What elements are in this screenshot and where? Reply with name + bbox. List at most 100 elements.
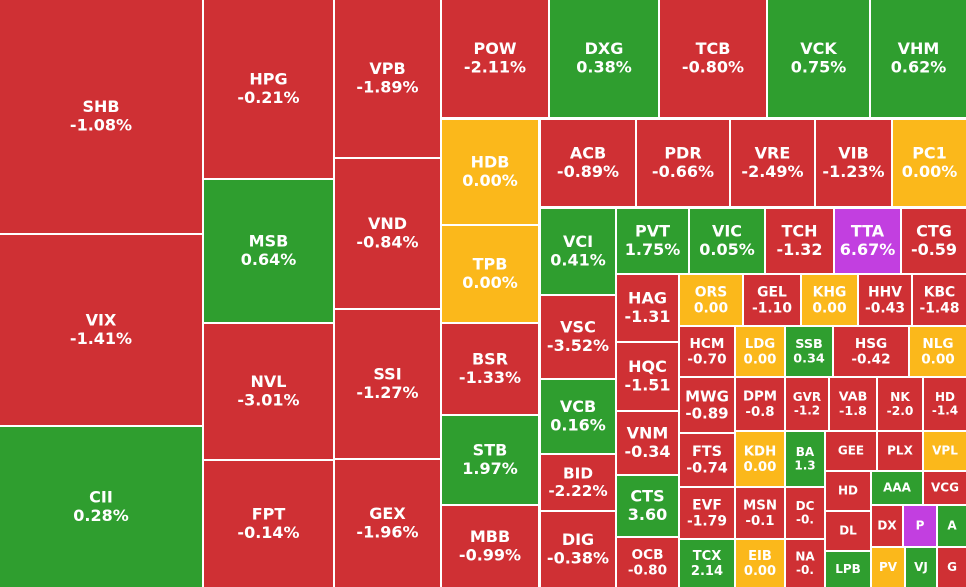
tile-symbol: VSC	[560, 318, 596, 337]
tile	[442, 506, 538, 587]
tile-change: 0.64%	[241, 250, 297, 269]
tile-symbol: FTS	[692, 444, 722, 460]
tile-change: -1.96%	[356, 523, 418, 542]
tile	[736, 432, 784, 486]
tile-symbol: PVT	[635, 222, 670, 241]
tile-change: -1.23%	[822, 162, 884, 181]
tile-symbol: VJ	[914, 560, 928, 574]
tile-change: 0.41%	[550, 251, 606, 270]
tile-symbol: VIB	[838, 144, 869, 163]
tile-change: 6.67%	[840, 240, 896, 259]
tile	[442, 226, 538, 322]
tile-change: -3.52%	[547, 336, 609, 355]
tile	[736, 488, 784, 538]
tile	[442, 324, 538, 414]
tile-change: 2.14	[691, 564, 723, 579]
tile-change: 0.00%	[462, 273, 518, 292]
tile-symbol: DPM	[743, 390, 777, 405]
tile-symbol: HSG	[855, 336, 887, 352]
tile	[680, 378, 734, 432]
tile-change: 0.62%	[891, 58, 947, 77]
tile-symbol: OCB	[632, 547, 664, 563]
tile-change: -1.41%	[70, 329, 132, 348]
tile-symbol: HHV	[868, 284, 902, 300]
tile	[637, 120, 729, 206]
tile-symbol: SSB	[795, 337, 823, 352]
tile-symbol: ACB	[570, 144, 606, 163]
tile	[541, 296, 615, 378]
tile	[660, 0, 766, 117]
tile-change: 1.3	[794, 459, 815, 473]
tile	[786, 432, 824, 486]
tile-change: 0.38%	[576, 58, 632, 77]
tile-change: 0.00%	[902, 162, 958, 181]
tile	[541, 455, 615, 510]
tile	[924, 472, 966, 504]
tile	[541, 380, 615, 453]
tile-change: -0.	[796, 563, 814, 577]
tile	[680, 275, 742, 325]
tile-change: 0.28%	[73, 506, 129, 525]
tile	[826, 472, 870, 510]
tile-symbol: SHB	[82, 97, 119, 116]
tile	[744, 275, 800, 325]
tile-symbol: VCI	[563, 232, 593, 251]
tile-change: -1.4	[932, 404, 958, 418]
tile-symbol: STB	[473, 441, 508, 460]
tile-symbol: DC	[796, 499, 815, 513]
tile-symbol: EVF	[692, 497, 722, 513]
tile-change: 0.00	[744, 353, 777, 368]
tile	[826, 432, 876, 470]
tile-symbol: PC1	[912, 144, 947, 163]
tile-change: -0.8	[745, 405, 774, 420]
tile	[736, 327, 784, 376]
tile-symbol: TPB	[473, 255, 508, 274]
tile	[617, 209, 688, 273]
tile	[786, 327, 832, 376]
tile-symbol: VCK	[800, 39, 837, 58]
tile-symbol: HD	[935, 390, 955, 404]
tile-symbol: TCB	[696, 39, 731, 58]
tile-symbol: DL	[839, 524, 857, 538]
tile-change: -0.70	[687, 352, 726, 368]
tile	[736, 540, 784, 587]
tile	[872, 548, 904, 587]
tile-symbol: AAA	[883, 481, 912, 495]
tile-change: 1.75%	[625, 240, 681, 259]
tile-change: 0.16%	[550, 416, 606, 435]
tile-symbol: HPG	[249, 70, 287, 89]
tile	[826, 552, 870, 587]
tile	[442, 0, 548, 117]
tile-change: -0.66%	[652, 162, 714, 181]
tile-change: 0.34	[793, 352, 825, 367]
tile-symbol: VRE	[755, 144, 791, 163]
tile	[786, 540, 824, 587]
tile-change: -2.0	[887, 404, 914, 418]
tile	[872, 506, 902, 546]
tile-symbol: HQC	[628, 357, 667, 376]
tile	[910, 327, 966, 376]
tile	[335, 0, 440, 157]
tile	[893, 120, 966, 206]
tile-symbol: LPB	[835, 562, 861, 576]
tile-symbol: VCG	[931, 481, 959, 495]
tile	[204, 461, 333, 587]
tile-change: -1.2	[794, 404, 820, 418]
tile	[690, 209, 764, 273]
tile-change: -0.80	[628, 563, 667, 579]
tile-symbol: VND	[368, 214, 407, 233]
tile-symbol: VNM	[627, 424, 669, 443]
tile-change: -1.08%	[70, 116, 132, 135]
tile-symbol: POW	[474, 39, 517, 58]
tile	[859, 275, 911, 325]
tile	[541, 512, 615, 587]
tile	[924, 432, 966, 470]
tile	[835, 209, 900, 273]
tile-symbol: MSB	[249, 232, 289, 251]
tile-symbol: TCX	[693, 549, 722, 564]
tile-symbol: HCM	[690, 336, 725, 352]
tile-change: 0.00%	[462, 171, 518, 190]
tile-change: 3.60	[628, 505, 667, 524]
tile-symbol: KBC	[924, 284, 956, 300]
